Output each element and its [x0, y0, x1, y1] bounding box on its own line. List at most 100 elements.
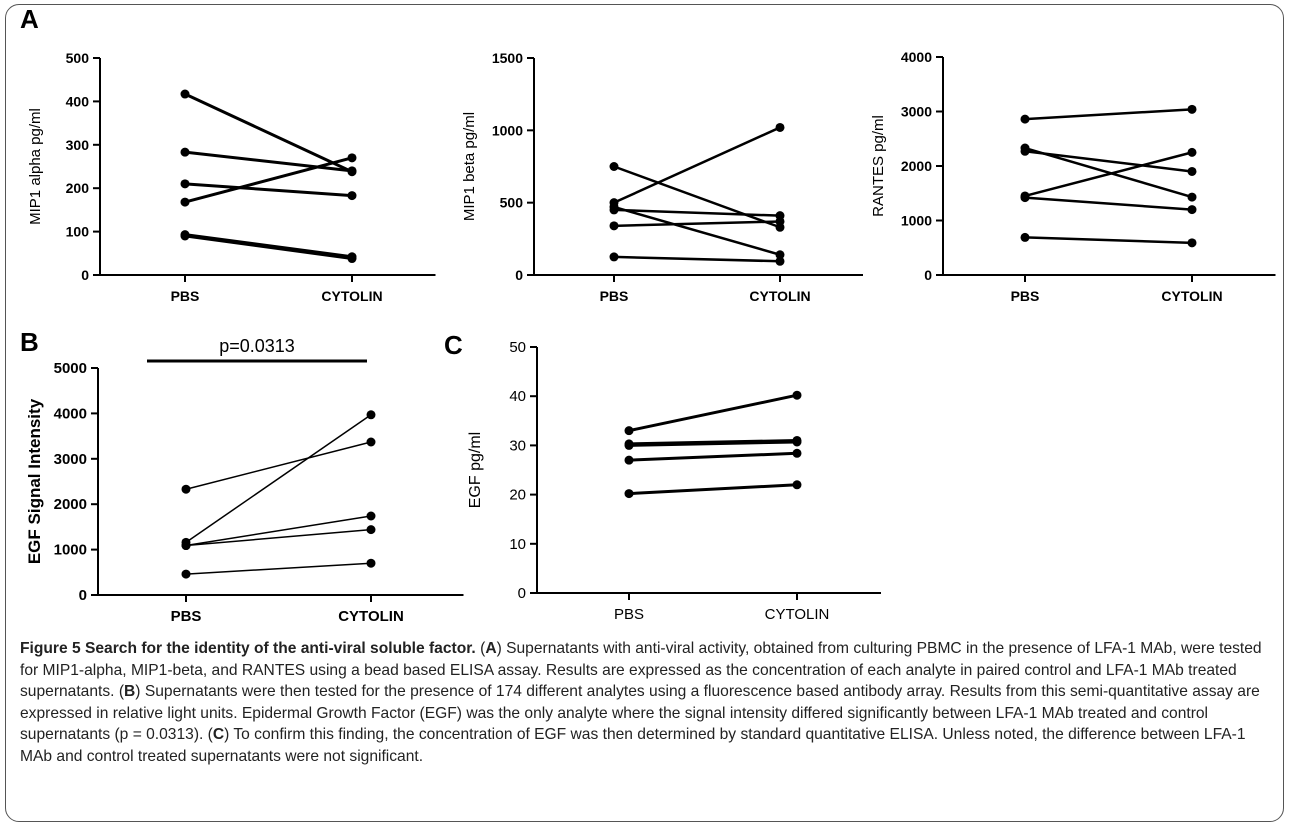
series-line: [1024, 108, 1193, 121]
caption-letter-b: B: [124, 683, 136, 701]
y-tick-label: 1000: [901, 213, 932, 229]
series-line: [628, 451, 798, 462]
data-point-pbs: [1020, 146, 1030, 156]
chart-mip1-beta: 0 500 1000 1500 PBS CYTOLIN MIP1 beta pg/ml: [461, 50, 863, 304]
y-tick-label: 0: [81, 267, 89, 283]
caption-text: ) To confirm this finding, the concentra…: [20, 726, 1246, 765]
data-point-pbs: [181, 541, 191, 551]
series-line: [184, 150, 353, 173]
data-point-pbs: [609, 162, 619, 171]
series-line: [185, 562, 372, 575]
y-tick-label: 1000: [492, 122, 523, 138]
y-tick-label: 300: [66, 137, 90, 153]
series-line: [613, 126, 781, 204]
x-tick-label: CYTOLIN: [338, 608, 404, 625]
data-point-cytolin: [366, 437, 376, 447]
chart-egf-signal-intensity: 0 1000 2000 3000 4000 5000 PBS CYTOLIN EGF Signa…: [25, 336, 464, 625]
series-line: [613, 255, 781, 263]
data-point-pbs: [624, 440, 634, 450]
y-axis-title: EGF Signal Intensity: [25, 398, 44, 564]
data-point-pbs: [180, 89, 190, 99]
series-line: [613, 220, 781, 228]
y-tick-label: 100: [66, 224, 90, 240]
data-point-cytolin: [347, 191, 357, 201]
series-line: [1024, 151, 1193, 198]
y-tick-label: 3000: [901, 104, 932, 120]
data-point-pbs: [181, 569, 191, 579]
y-tick-label: 30: [509, 437, 526, 454]
data-point-cytolin: [775, 122, 785, 132]
data-point-cytolin: [792, 480, 802, 490]
data-point-cytolin: [366, 525, 376, 535]
data-point-cytolin: [775, 256, 785, 266]
y-axis-title: MIP1 alpha pg/ml: [27, 108, 44, 225]
data-point-cytolin: [792, 437, 802, 447]
y-tick-label: 2000: [54, 496, 87, 513]
data-point-pbs: [609, 205, 619, 215]
significance-label: p=0.0313: [219, 336, 295, 356]
caption-text: ) Supernatants with anti-viral activity,…: [20, 640, 1262, 701]
series-line: [185, 441, 372, 490]
data-point-pbs: [180, 231, 190, 241]
data-point-pbs: [180, 197, 190, 207]
data-point-pbs: [180, 147, 190, 157]
x-tick-label: PBS: [1011, 288, 1040, 304]
panel-letter-c: C: [444, 330, 463, 360]
x-tick-label: PBS: [171, 288, 200, 304]
data-point-pbs: [180, 179, 190, 189]
series-line: [1024, 196, 1193, 211]
series-line: [184, 92, 353, 174]
series-line: [1024, 146, 1193, 199]
caption-text: (: [475, 640, 486, 657]
data-point-pbs: [609, 252, 619, 262]
x-tick-label: CYTOLIN: [765, 606, 830, 623]
y-tick-label: 4000: [901, 49, 932, 65]
y-tick-label: 500: [500, 195, 524, 211]
x-tick-label: PBS: [600, 288, 629, 304]
series-line: [184, 234, 353, 260]
x-tick-label: PBS: [614, 606, 644, 623]
data-point-pbs: [1020, 193, 1030, 203]
series-line: [628, 393, 798, 433]
series-line: [184, 156, 353, 204]
data-point-cytolin: [1187, 192, 1197, 202]
y-tick-label: 1000: [54, 542, 87, 559]
data-point-cytolin: [1187, 104, 1197, 114]
y-tick-label: 0: [518, 585, 526, 602]
data-point-cytolin: [366, 558, 376, 568]
y-axis-title: MIP1 beta pg/ml: [461, 112, 478, 221]
x-tick-label: CYTOLIN: [749, 288, 810, 304]
series-line: [628, 483, 798, 496]
caption-title: Figure 5 Search for the identity of the …: [20, 640, 476, 657]
y-tick-label: 3000: [54, 451, 87, 468]
data-point-cytolin: [775, 250, 785, 260]
series-line: [185, 528, 372, 547]
chart-mip1-alpha: 0 100 200 300 400 500 PBS CYTOLIN MIP1 alpha pg/…: [27, 50, 436, 304]
figure-frame: [5, 4, 1284, 822]
y-tick-label: 0: [79, 587, 87, 604]
series-line: [1024, 150, 1193, 173]
series-line: [1024, 236, 1193, 245]
data-point-pbs: [181, 484, 191, 494]
y-tick-label: 0: [515, 267, 523, 283]
data-point-cytolin: [366, 511, 376, 521]
data-point-pbs: [1020, 114, 1030, 124]
data-point-cytolin: [347, 153, 357, 163]
y-tick-label: 4000: [54, 405, 87, 422]
y-tick-label: 500: [66, 50, 90, 66]
data-point-cytolin: [347, 254, 357, 264]
series-line: [185, 515, 372, 547]
series-line: [628, 440, 798, 447]
data-point-cytolin: [347, 166, 357, 176]
y-tick-label: 400: [66, 93, 90, 109]
y-tick-label: 40: [509, 388, 526, 405]
data-point-pbs: [624, 455, 634, 465]
y-axis-title: EGF pg/ml: [467, 432, 484, 508]
data-point-cytolin: [792, 390, 802, 400]
data-point-pbs: [609, 221, 619, 231]
series-line: [613, 205, 781, 256]
data-point-cytolin: [1187, 147, 1197, 157]
series-line: [185, 414, 372, 543]
y-tick-label: 2000: [901, 158, 932, 174]
y-tick-label: 1500: [492, 50, 523, 66]
